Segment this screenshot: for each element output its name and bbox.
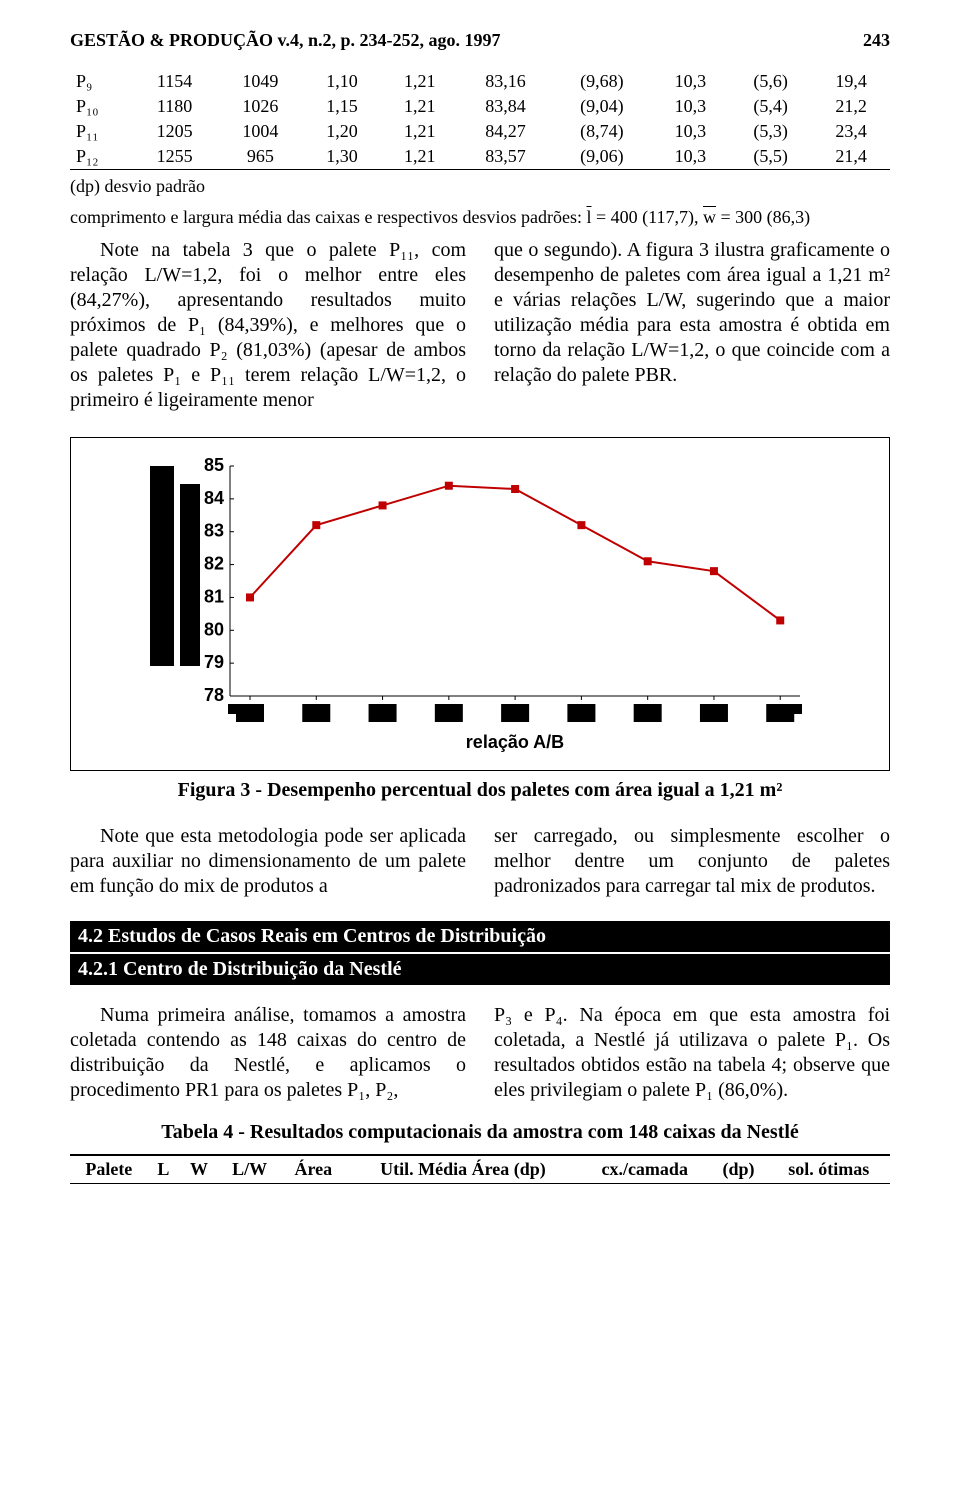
table-cell: 10,3 (651, 94, 729, 119)
page-number: 243 (863, 30, 890, 51)
para-bot-left: Numa primeira análise, tomamos a amostra… (70, 1003, 466, 1103)
table-cell: 19,4 (812, 69, 890, 94)
para-top-left: Note na tabela 3 que o palete P₁₁, com r… (70, 238, 466, 413)
svg-text:78: 78 (204, 685, 224, 705)
table-cell: 1049 (217, 69, 303, 94)
table-cell: 1004 (217, 119, 303, 144)
section-heading-4-2: 4.2 Estudos de Casos Reais em Centros de… (70, 921, 890, 952)
table-header-cell: Util. Média Área (dp) (346, 1155, 580, 1184)
running-header: GESTÃO & PRODUÇÃO v.4, n.2, p. 234-252, … (70, 30, 890, 51)
table-cell: 1026 (217, 94, 303, 119)
table-cell: (5,6) (729, 69, 812, 94)
footnote-dp: (dp) desvio padrão (70, 176, 890, 197)
table-header-cell: sol. ótimas (767, 1155, 890, 1184)
table-header-cell: Palete (70, 1155, 148, 1184)
table-cell: 10,3 (651, 144, 729, 170)
table-cell: 1154 (132, 69, 218, 94)
svg-text:85: 85 (204, 456, 224, 475)
table-cell: 21,4 (812, 144, 890, 170)
table-cell: P₁₀ (70, 94, 132, 119)
table-cell: (8,74) (552, 119, 651, 144)
table-cell: 1,20 (303, 119, 381, 144)
table-cell: 83,16 (459, 69, 553, 94)
table-header-cell: Área (281, 1155, 346, 1184)
table-cell: 1,21 (381, 69, 459, 94)
table-cell: 1,15 (303, 94, 381, 119)
table-header-cell: W (179, 1155, 218, 1184)
table-4: PaleteLWL/WÁreaUtil. Média Área (dp)cx./… (70, 1154, 890, 1184)
table-row: P₁₁120510041,201,2184,27(8,74)10,3(5,3)2… (70, 119, 890, 144)
page: GESTÃO & PRODUÇÃO v.4, n.2, p. 234-252, … (0, 0, 960, 1224)
table-cell: 83,57 (459, 144, 553, 170)
table-cell: P₁₂ (70, 144, 132, 170)
footnote-post: = 300 (86,3) (716, 207, 810, 227)
table-cell: 1,21 (381, 119, 459, 144)
para-bot-right: P₃ e P₄. Na época em que esta amostra fo… (494, 1003, 890, 1103)
table-cell: (5,4) (729, 94, 812, 119)
figure-3-caption: Figura 3 - Desempenho percentual dos pal… (70, 779, 890, 802)
table-cell: 965 (217, 144, 303, 170)
svg-text:81: 81 (204, 586, 224, 606)
svg-text:82: 82 (204, 554, 224, 574)
table-header-cell: L/W (219, 1155, 281, 1184)
table-row: P₁₂12559651,301,2183,57(9,06)10,3(5,5)21… (70, 144, 890, 170)
para-mid-right: ser carregado, ou simplesmente escolher … (494, 824, 890, 899)
svg-text:80: 80 (204, 619, 224, 639)
table-header-cell: L (148, 1155, 180, 1184)
chart-svg: 78 79 80 81 82 83 84 85 relação A/B (120, 456, 840, 756)
table-cell: P₁₁ (70, 119, 132, 144)
svg-text:83: 83 (204, 521, 224, 541)
footnote-mid: = 400 (117,7), (592, 207, 703, 227)
table-cell: 1255 (132, 144, 218, 170)
table-header-cell: cx./camada (580, 1155, 710, 1184)
para-top-right: que o segundo). A figura 3 ilustra grafi… (494, 238, 890, 413)
section-heading-4-2-1: 4.2.1 Centro de Distribuição da Nestlé (70, 954, 890, 985)
table-4-caption: Tabela 4 - Resultados computacionais da … (70, 1121, 890, 1144)
figure-3-chart: 78 79 80 81 82 83 84 85 relação A/B (70, 437, 890, 771)
svg-text:relação A/B: relação A/B (466, 732, 564, 752)
table-cell: (9,06) (552, 144, 651, 170)
table-cell: (5,5) (729, 144, 812, 170)
table-cell: 1,10 (303, 69, 381, 94)
table-cell: 1180 (132, 94, 218, 119)
table-cell: (9,68) (552, 69, 651, 94)
table-cell: 84,27 (459, 119, 553, 144)
table-cell: 23,4 (812, 119, 890, 144)
footnote-pre: comprimento e largura média das caixas e… (70, 207, 587, 227)
table-cell: 10,3 (651, 119, 729, 144)
para-mid-left: Note que esta metodologia pode ser aplic… (70, 824, 466, 899)
table-cell: 1205 (132, 119, 218, 144)
table-cell: P₉ (70, 69, 132, 94)
paragraph-mid: Note que esta metodologia pode ser aplic… (70, 824, 890, 899)
table-palete-continuation: P₉115410491,101,2183,16(9,68)10,3(5,6)19… (70, 69, 890, 170)
svg-text:79: 79 (204, 652, 224, 672)
table-cell: 1,30 (303, 144, 381, 170)
paragraph-top: Note na tabela 3 que o palete P₁₁, com r… (70, 238, 890, 413)
overline-w: w (703, 207, 716, 227)
table-cell: 10,3 (651, 69, 729, 94)
table-cell: (9,04) (552, 94, 651, 119)
table-row: P₉115410491,101,2183,16(9,68)10,3(5,6)19… (70, 69, 890, 94)
table-row: P₁₀118010261,151,2183,84(9,04)10,3(5,4)2… (70, 94, 890, 119)
svg-text:84: 84 (204, 488, 224, 508)
paragraph-bot: Numa primeira análise, tomamos a amostra… (70, 1003, 890, 1103)
journal-title: GESTÃO & PRODUÇÃO v.4, n.2, p. 234-252, … (70, 30, 501, 51)
table-cell: 1,21 (381, 94, 459, 119)
table-cell: 21,2 (812, 94, 890, 119)
table-header-cell: (dp) (710, 1155, 768, 1184)
table-cell: (5,3) (729, 119, 812, 144)
footnote-means: comprimento e largura média das caixas e… (70, 207, 890, 228)
table-cell: 1,21 (381, 144, 459, 170)
table-cell: 83,84 (459, 94, 553, 119)
